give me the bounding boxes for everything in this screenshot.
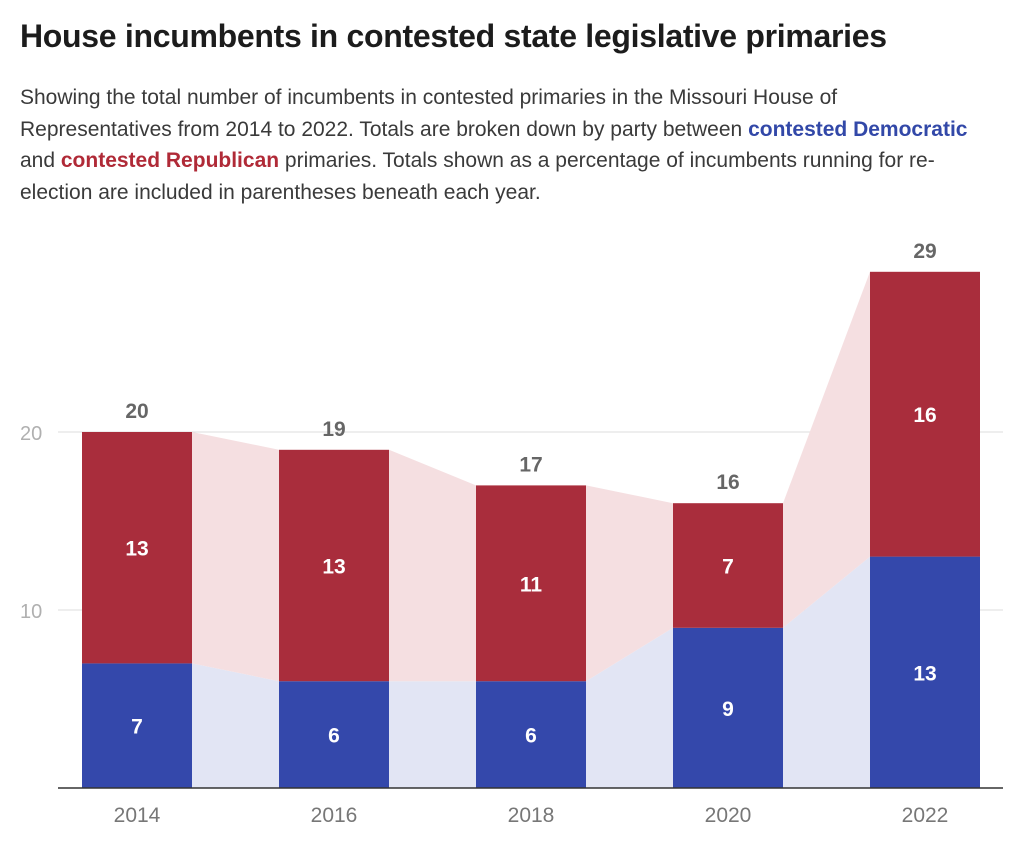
democratic-value-label-2014: 7: [131, 716, 143, 739]
y-tick-label-20: 20: [20, 423, 42, 445]
subtitle-democratic-label: contested Democratic: [748, 117, 968, 141]
democratic-band-2016: [389, 681, 476, 788]
democratic-bar-2018: [476, 681, 586, 788]
democratic-value-label-2016: 6: [328, 725, 340, 748]
democratic-bar-2022: [870, 556, 980, 788]
republican-bar-2014: [82, 432, 192, 664]
republican-band-2016: [389, 449, 476, 682]
democratic-value-label-2018: 6: [525, 725, 537, 748]
republican-value-label-2020: 7: [722, 556, 734, 579]
total-label-2018: 17: [519, 453, 542, 476]
democratic-band-2020: [783, 556, 870, 788]
subtitle-republican-label: contested Republican: [60, 149, 280, 172]
republican-bar-2018: [476, 485, 586, 682]
republican-value-label-2016: 13: [322, 556, 345, 579]
republican-value-label-2018: 11: [520, 573, 543, 596]
republican-bar-2016: [279, 449, 389, 682]
republican-value-label-2014: 13: [125, 538, 148, 561]
republican-band-2014: [192, 432, 279, 682]
chart-title: House incumbents in contested state legi…: [20, 18, 887, 54]
democratic-bar-2020: [673, 627, 783, 788]
total-label-2016: 19: [322, 418, 345, 441]
x-tick-label-2018: 2018: [508, 804, 555, 827]
x-tick-label-2014: 2014: [114, 804, 161, 827]
y-tick-label-10: 10: [20, 601, 42, 623]
republican-value-label-2022: 16: [913, 404, 936, 427]
total-label-2014: 20: [125, 400, 148, 423]
republican-bar-2020: [673, 503, 783, 628]
republican-band-2018: [586, 485, 673, 682]
republican-band-2020: [783, 271, 870, 628]
total-label-2022: 29: [913, 240, 936, 263]
democratic-value-label-2020: 9: [722, 698, 734, 721]
subtitle-text-2: and: [20, 149, 61, 172]
total-label-2020: 16: [716, 471, 739, 494]
democratic-value-label-2022: 13: [913, 662, 936, 685]
x-tick-label-2020: 2020: [705, 804, 752, 827]
republican-bar-2022: [870, 271, 980, 557]
democratic-bar-2014: [82, 663, 192, 788]
democratic-band-2018: [586, 627, 673, 788]
subtitle-text-3: primaries. Totals shown as a percentage …: [20, 149, 935, 204]
democratic-band-2014: [192, 663, 279, 788]
democratic-bar-2016: [279, 681, 389, 788]
x-tick-label-2022: 2022: [902, 804, 949, 827]
x-tick-label-2016: 2016: [311, 804, 358, 827]
chart-subtitle: Showing the total number of incumbents i…: [20, 82, 980, 208]
subtitle-text-1: Showing the total number of incumbents i…: [20, 86, 838, 141]
